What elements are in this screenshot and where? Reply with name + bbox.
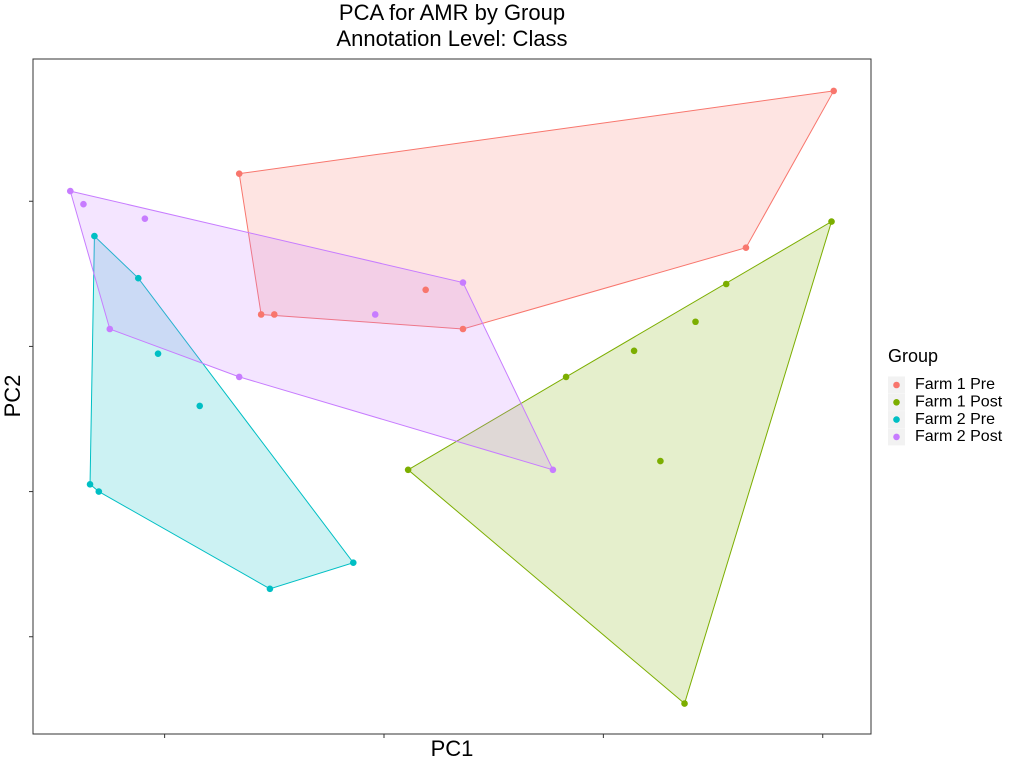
legend-title: Group [888,346,938,366]
legend-label: Farm 1 Post [915,394,1003,411]
point [257,311,265,318]
point [657,457,664,465]
point [828,218,835,225]
point [830,87,838,95]
point [91,232,98,240]
point [722,280,730,288]
legend-marker [893,381,900,389]
point [95,488,103,495]
point [66,187,74,195]
point [681,700,688,707]
point [271,311,278,318]
point [141,215,149,222]
point [80,200,87,208]
y-axis-label: PC2 [0,375,25,418]
chart-subtitle: Annotation Level: Class [336,26,567,51]
point [549,466,557,474]
legend-marker [893,416,900,423]
chart-title: PCA for AMR by Group [339,0,565,25]
point [154,350,162,357]
x-axis-label: PC1 [431,736,474,761]
hull [69,190,554,471]
legend-label: Farm 2 Post [915,428,1003,445]
point [106,325,114,333]
point [404,466,412,474]
point [459,279,467,286]
point [742,244,750,252]
point [562,373,570,381]
legend-label: Farm 1 Pre [915,376,995,393]
point [349,559,357,567]
point [459,325,467,333]
plot-border [32,58,872,735]
point [86,481,94,488]
legend-label: Farm 2 Pre [915,411,995,428]
point [134,274,142,282]
point [630,347,638,355]
legend-marker [893,433,900,441]
legend-marker [893,399,900,406]
point [266,585,274,593]
point [235,170,243,177]
hull [238,90,835,330]
point [196,402,204,410]
point [371,311,379,318]
point [692,318,699,326]
point [235,373,243,381]
point [422,286,429,294]
